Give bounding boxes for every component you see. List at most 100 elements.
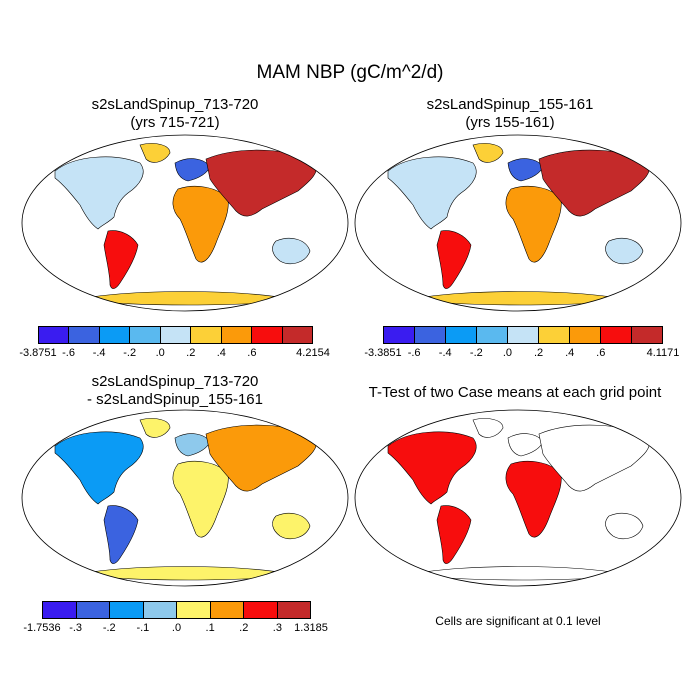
colorbar-tick-label: .2 xyxy=(186,347,196,359)
continent-south-america xyxy=(436,505,472,564)
colorbar-case2-swatch xyxy=(539,327,570,343)
colorbar-diff xyxy=(42,601,311,619)
colorbar-tick-label: .0 xyxy=(171,622,182,634)
colorbar-diff-swatch xyxy=(143,602,177,618)
colorbar-case1-swatch xyxy=(252,327,283,343)
colorbar-case2-swatch xyxy=(601,327,632,343)
colorbar-case2 xyxy=(383,326,663,344)
panel-3-title: s2sLandSpinup_713-720 - s2sLandSpinup_15… xyxy=(20,373,330,409)
colorbar-tick-label: .1 xyxy=(205,622,215,634)
figure-title: MAM NBP (gC/m^2/d) xyxy=(256,62,444,83)
colorbar-diff-swatch xyxy=(43,602,77,618)
colorbar-case2-swatch xyxy=(477,327,508,343)
continent-north-america xyxy=(387,431,477,505)
colorbar-diff-swatch xyxy=(110,602,144,618)
panel-1-title-line2: (yrs 715-721) xyxy=(130,114,220,131)
colorbar-case1 xyxy=(38,326,313,344)
colorbar-diff-swatch xyxy=(177,602,211,618)
colorbar-tick-label: -3.8751 xyxy=(19,347,57,359)
colorbar-tick-label: .6 xyxy=(247,347,257,359)
colorbar-tick-label: .0 xyxy=(502,347,513,359)
map-boundary xyxy=(354,409,682,587)
continent-australia xyxy=(605,238,644,264)
panel-1-title: s2sLandSpinup_713-720 (yrs 715-721) xyxy=(20,96,330,132)
colorbar-case2-swatch xyxy=(446,327,477,343)
continent-antarctica xyxy=(79,291,292,306)
colorbar-tick-label: .3 xyxy=(272,622,282,634)
colorbar-diff-swatch xyxy=(244,602,278,618)
colorbar-case2-swatch xyxy=(508,327,539,343)
colorbar-tick-label: -.2 xyxy=(469,347,483,359)
significance-note: Cells are significant at 0.1 level xyxy=(435,614,601,628)
colorbar-tick-label: -.6 xyxy=(407,347,421,359)
continent-europe xyxy=(507,158,544,182)
continent-greenland xyxy=(139,418,171,438)
colorbar-case2-swatch xyxy=(632,327,662,343)
colorbar-diff-swatch xyxy=(277,602,310,618)
continent-antarctica xyxy=(412,291,625,306)
colorbar-case2-swatch xyxy=(384,327,415,343)
colorbar-tick-label: 4.2154 xyxy=(296,347,330,359)
panel-3-title-line1: s2sLandSpinup_713-720 xyxy=(91,373,259,390)
continent-north-america xyxy=(54,156,144,230)
continent-antarctica xyxy=(412,566,625,581)
continent-australia xyxy=(605,513,644,539)
continent-africa xyxy=(505,461,562,538)
colorbar-tick-label: -.4 xyxy=(92,347,106,359)
continent-antarctica xyxy=(79,566,292,581)
colorbar-tick-label: -.2 xyxy=(102,622,116,634)
colorbar-tick-label: -.3 xyxy=(69,622,83,634)
continent-europe xyxy=(174,158,211,182)
colorbar-tick-label: -.1 xyxy=(136,622,150,634)
panel-1-title-line1: s2sLandSpinup_713-720 xyxy=(91,96,259,113)
map-panel-2 xyxy=(354,134,682,312)
colorbar-tick-label: -1.7536 xyxy=(23,622,61,634)
colorbar-tick-label: .0 xyxy=(155,347,165,359)
colorbar-tick-label: .4 xyxy=(565,347,575,359)
panel-2-title-line2: (yrs 155-161) xyxy=(465,114,555,131)
continent-australia xyxy=(272,513,311,539)
continent-greenland xyxy=(139,143,171,163)
colorbar-tick-label: .2 xyxy=(239,622,249,634)
continent-greenland xyxy=(472,418,504,438)
colorbar-tick-label: .2 xyxy=(533,347,544,359)
map-panel-4 xyxy=(354,409,682,587)
continent-africa xyxy=(172,461,229,538)
colorbar-tick-label: -.2 xyxy=(123,347,137,359)
colorbar-case1-swatch xyxy=(282,327,312,343)
colorbar-case1-swatch xyxy=(99,327,131,343)
continent-south-america xyxy=(103,230,139,289)
colorbar-case2-swatch xyxy=(415,327,446,343)
colorbar-diff-swatch xyxy=(210,602,244,618)
map-boundary xyxy=(354,134,682,312)
colorbar-tick-label: .4 xyxy=(216,347,226,359)
colorbar-case1-swatch xyxy=(191,327,222,343)
map-panel-3 xyxy=(21,409,349,587)
panel-2-title-line1: s2sLandSpinup_155-161 xyxy=(426,96,594,113)
continent-greenland xyxy=(472,143,504,163)
colorbar-case1-swatch xyxy=(69,327,100,343)
continent-south-america xyxy=(103,505,139,564)
panel-4-title: T-Test of two Case means at each grid po… xyxy=(350,384,680,402)
colorbar-diff-swatch xyxy=(76,602,110,618)
continent-europe xyxy=(174,433,211,457)
continent-africa xyxy=(505,186,562,263)
map-panel-1 xyxy=(21,134,349,312)
map-boundary xyxy=(21,409,349,587)
colorbar-case1-swatch xyxy=(130,327,161,343)
colorbar-case1-swatch xyxy=(160,327,192,343)
colorbar-case2-swatch xyxy=(570,327,601,343)
colorbar-tick-label: -.4 xyxy=(438,347,452,359)
panel-3-title-line2: - s2sLandSpinup_155-161 xyxy=(87,391,263,408)
colorbar-tick-label: -.6 xyxy=(62,347,75,359)
colorbar-tick-label: .6 xyxy=(596,347,606,359)
continent-north-america xyxy=(54,431,144,505)
colorbar-tick-label: 4.1171 xyxy=(646,347,680,359)
panel-2-title: s2sLandSpinup_155-161 (yrs 155-161) xyxy=(355,96,665,132)
continent-north-america xyxy=(387,156,477,230)
colorbar-case1-swatch xyxy=(221,327,253,343)
colorbar-case1-swatch xyxy=(39,327,70,343)
colorbar-tick-label: -3.3851 xyxy=(364,347,402,359)
continent-australia xyxy=(272,238,311,264)
colorbar-tick-label: 1.3185 xyxy=(294,622,328,634)
